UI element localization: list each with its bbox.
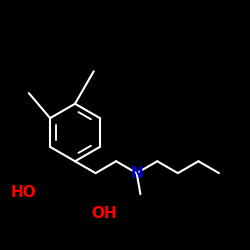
Text: OH: OH: [91, 206, 116, 221]
Text: N: N: [130, 166, 143, 180]
Text: HO: HO: [11, 185, 36, 200]
